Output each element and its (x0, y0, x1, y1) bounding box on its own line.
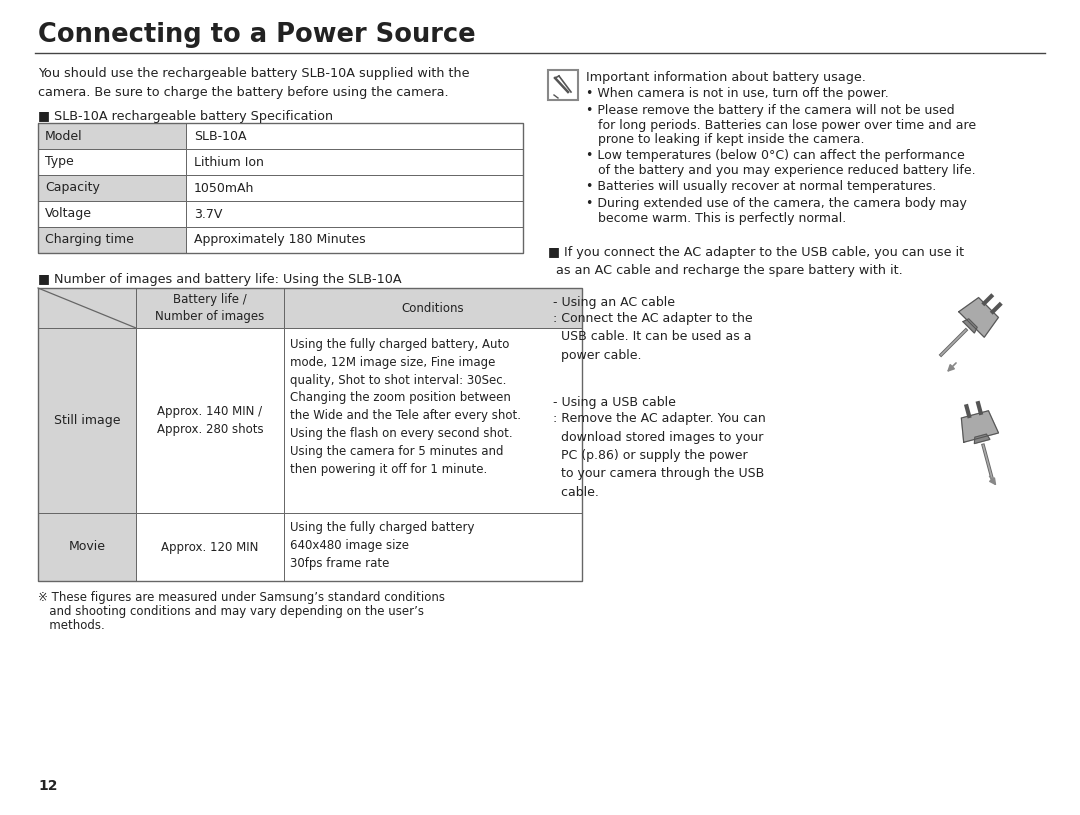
Bar (38, 288, 136, 328)
Text: - Using an AC cable: - Using an AC cable (553, 296, 675, 309)
Bar (284, 328, 582, 513)
Text: • Batteries will usually recover at normal temperatures.: • Batteries will usually recover at norm… (586, 180, 936, 193)
Text: ■ Number of images and battery life: Using the SLB-10A: ■ Number of images and battery life: Usi… (38, 273, 402, 286)
Text: Approx. 140 MIN /
Approx. 280 shots: Approx. 140 MIN / Approx. 280 shots (157, 405, 264, 436)
Bar (284, 288, 582, 328)
Text: for long periods. Batteries can lose power over time and are: for long periods. Batteries can lose pow… (598, 119, 976, 132)
Bar (186, 227, 523, 253)
Text: Approx. 120 MIN: Approx. 120 MIN (161, 540, 259, 553)
Text: : Connect the AC adapter to the
  USB cable. It can be used as a
  power cable.: : Connect the AC adapter to the USB cabl… (553, 312, 753, 362)
Text: 1050mAh: 1050mAh (194, 182, 255, 195)
Text: Type: Type (45, 156, 73, 169)
Bar (186, 123, 523, 149)
Text: Connecting to a Power Source: Connecting to a Power Source (38, 22, 475, 48)
Text: - Using a USB cable: - Using a USB cable (553, 396, 676, 409)
Bar (38, 175, 186, 201)
Bar (38, 513, 136, 581)
Bar (38, 123, 523, 253)
Text: Using the fully charged battery
640x480 image size
30fps frame rate: Using the fully charged battery 640x480 … (291, 521, 474, 570)
Text: prone to leaking if kept inside the camera.: prone to leaking if kept inside the came… (598, 133, 864, 146)
Text: You should use the rechargeable battery SLB-10A supplied with the
camera. Be sur: You should use the rechargeable battery … (38, 67, 470, 99)
Text: Charging time: Charging time (45, 234, 134, 246)
Polygon shape (961, 411, 999, 443)
Text: : Remove the AC adapter. You can
  download stored images to your
  PC (p.86) or: : Remove the AC adapter. You can downloa… (553, 412, 766, 499)
Text: 3.7V: 3.7V (194, 208, 222, 221)
Bar (186, 175, 523, 201)
Bar (548, 70, 578, 100)
Text: 12: 12 (38, 779, 57, 793)
Text: • During extended use of the camera, the camera body may: • During extended use of the camera, the… (586, 197, 967, 210)
Text: Lithium Ion: Lithium Ion (194, 156, 264, 169)
Text: Movie: Movie (68, 540, 106, 553)
Polygon shape (974, 434, 990, 443)
Bar (136, 513, 284, 581)
Text: Approximately 180 Minutes: Approximately 180 Minutes (194, 234, 366, 246)
Text: Model: Model (45, 130, 83, 143)
Bar (38, 288, 582, 581)
Bar (38, 201, 186, 227)
Bar (136, 328, 284, 513)
Polygon shape (963, 319, 977, 333)
Text: methods.: methods. (38, 619, 105, 632)
Polygon shape (959, 297, 998, 337)
Bar (186, 149, 523, 175)
Text: • Low temperatures (below 0°C) can affect the performance: • Low temperatures (below 0°C) can affec… (586, 149, 964, 162)
Text: of the battery and you may experience reduced battery life.: of the battery and you may experience re… (598, 164, 975, 177)
Bar (38, 123, 186, 149)
Text: • Please remove the battery if the camera will not be used: • Please remove the battery if the camer… (586, 104, 955, 117)
Text: Conditions: Conditions (402, 302, 464, 315)
Text: SLB-10A: SLB-10A (194, 130, 246, 143)
Text: Battery life /
Number of images: Battery life / Number of images (156, 293, 265, 323)
Bar (136, 288, 284, 328)
Text: Important information about battery usage.: Important information about battery usag… (586, 71, 866, 84)
Text: become warm. This is perfectly normal.: become warm. This is perfectly normal. (598, 212, 847, 225)
Text: Voltage: Voltage (45, 208, 92, 221)
Bar (38, 149, 186, 175)
Text: Using the fully charged battery, Auto
mode, 12M image size, Fine image
quality, : Using the fully charged battery, Auto mo… (291, 338, 521, 476)
Text: ■ SLB-10A rechargeable battery Specification: ■ SLB-10A rechargeable battery Specifica… (38, 110, 333, 123)
Bar (284, 513, 582, 581)
Text: Still image: Still image (54, 414, 120, 427)
Text: • When camera is not in use, turn off the power.: • When camera is not in use, turn off th… (586, 87, 889, 100)
Text: and shooting conditions and may vary depending on the user’s: and shooting conditions and may vary dep… (38, 605, 424, 618)
Text: ※ These figures are measured under Samsung’s standard conditions: ※ These figures are measured under Samsu… (38, 591, 445, 604)
Bar (38, 328, 136, 513)
Bar (38, 227, 186, 253)
Bar (186, 201, 523, 227)
Text: ■ If you connect the AC adapter to the USB cable, you can use it
  as an AC cabl: ■ If you connect the AC adapter to the U… (548, 246, 964, 277)
Text: Capacity: Capacity (45, 182, 99, 195)
